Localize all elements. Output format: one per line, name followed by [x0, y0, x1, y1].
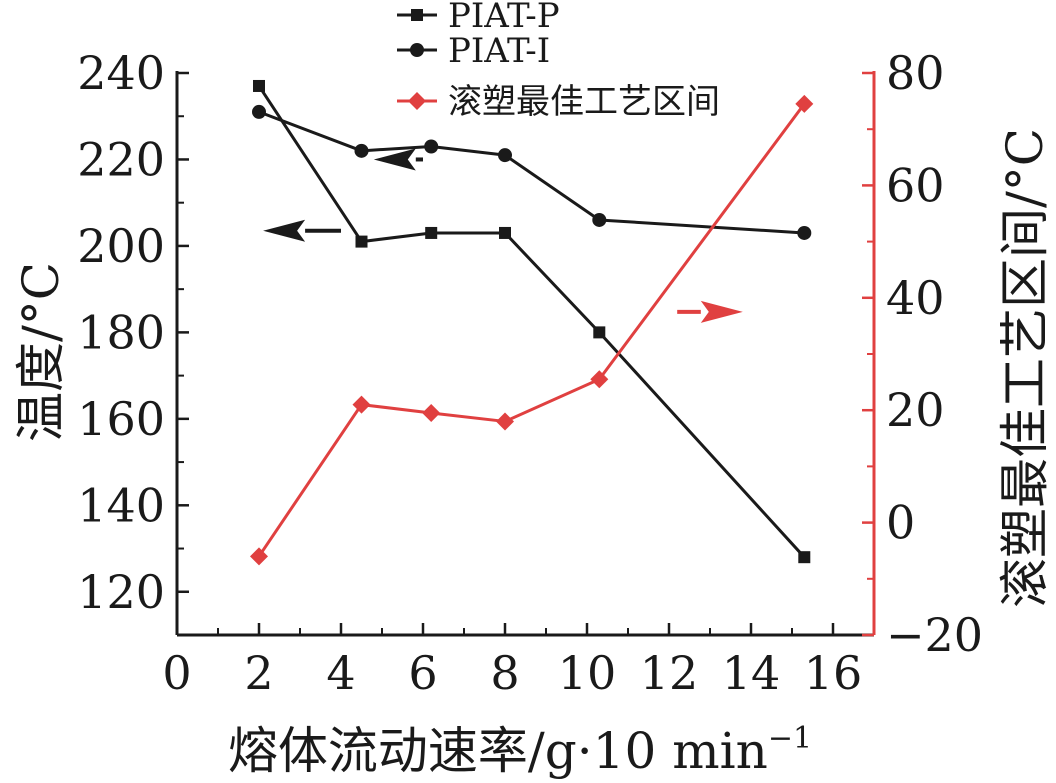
y-axis-title-right: 滚塑最佳工艺区间/°C — [996, 128, 1054, 608]
y-tick-label-right: 80 — [886, 46, 945, 100]
series-2-point — [592, 212, 607, 227]
legend-marker-2 — [410, 43, 424, 57]
series-3-point — [795, 94, 814, 113]
x-tick-label: 12 — [640, 646, 699, 700]
y-tick-label-left: 180 — [77, 305, 165, 359]
legend-label-1: PIAT-P — [448, 0, 560, 36]
y-tick-label-right: 0 — [886, 496, 915, 550]
y-tick-label-left: 200 — [77, 219, 165, 273]
series-1-point — [253, 79, 265, 92]
series-2-point — [252, 104, 266, 119]
x-axis-title-main: 熔体流动速率/g·10 min — [228, 722, 768, 780]
x-tick-label: 6 — [408, 646, 437, 700]
ticks: 0 2 4 6 8 10 12 14 16120140160180200220240−20020… — [77, 46, 983, 700]
y-tick-label-left: 160 — [77, 392, 165, 446]
series-2-point — [498, 148, 512, 163]
series-3-point — [496, 412, 514, 431]
legend-marker-1 — [411, 9, 423, 21]
series-2-point — [354, 143, 369, 158]
series-1-point — [499, 226, 511, 239]
series-1-point — [355, 235, 368, 248]
series-1-point — [798, 551, 811, 564]
axes — [175, 71, 876, 637]
x-tick-label: 2 — [244, 646, 273, 700]
annotation-arrow-head — [373, 148, 416, 171]
series-1-point — [593, 326, 606, 339]
y-tick-label-left: 220 — [77, 132, 165, 186]
x-axis-title-sup: −1 — [768, 721, 812, 756]
y-axis-title-left: 温度/°C — [12, 262, 70, 442]
series-2-point — [424, 139, 439, 154]
series-line-3 — [257, 103, 806, 558]
series-3-point — [250, 547, 268, 566]
x-axis-title: 熔体流动速率/g·10 min−1 — [228, 721, 812, 780]
y-tick-label-right: 60 — [886, 158, 945, 212]
legend-marker-3 — [408, 92, 426, 110]
x-tick-label: 16 — [804, 646, 863, 700]
annotation-arrow-head — [263, 219, 306, 242]
y-tick-label-left: 140 — [77, 478, 165, 532]
series-3-point — [590, 370, 609, 389]
x-tick-label: 0 — [162, 646, 191, 700]
annotations — [263, 148, 743, 323]
annotation-arrow-head — [700, 300, 743, 323]
series-2-point — [797, 225, 812, 240]
series-line-1 — [257, 85, 806, 559]
series-1-point — [425, 226, 438, 239]
x-tick-label: 4 — [326, 646, 355, 700]
series-line-2 — [258, 110, 805, 235]
series — [250, 79, 814, 566]
y-tick-label-left: 240 — [77, 46, 165, 100]
x-tick-label: 8 — [490, 646, 519, 700]
series-3-point — [352, 395, 371, 414]
series-3-point — [422, 404, 441, 423]
y-tick-label-right: −20 — [886, 608, 983, 662]
x-tick-label: 10 — [558, 646, 617, 700]
y-tick-label-right: 40 — [886, 271, 945, 325]
legend-label-3: 滚塑最佳工艺区间 — [448, 82, 720, 122]
x-tick-label: 14 — [722, 646, 781, 700]
legend-label-2: PIAT-I — [448, 31, 550, 71]
y-tick-label-right: 20 — [886, 383, 945, 437]
y-tick-label-left: 120 — [77, 565, 165, 619]
